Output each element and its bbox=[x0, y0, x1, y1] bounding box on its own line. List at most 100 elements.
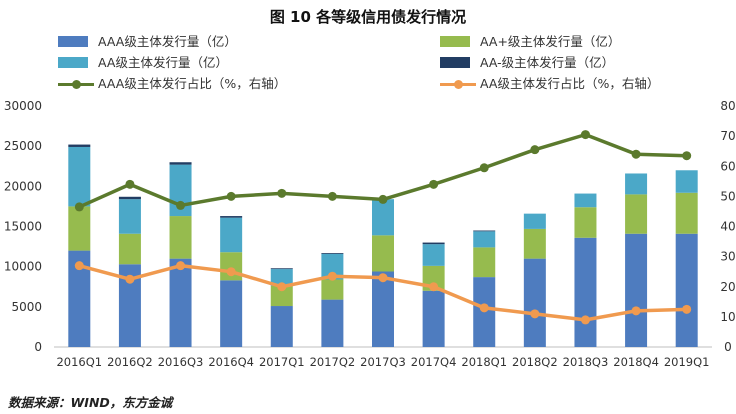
bar-aaa bbox=[372, 271, 394, 347]
y-right-tick-label: 40 bbox=[720, 220, 735, 234]
bar-aa bbox=[321, 253, 344, 280]
aa-ratio-point bbox=[74, 261, 84, 271]
x-tick-label: 2018Q2 bbox=[512, 355, 558, 369]
y-left-tick-label: 5000 bbox=[11, 300, 42, 314]
aa-ratio-point bbox=[378, 273, 388, 283]
aaa-ratio-point bbox=[176, 200, 186, 210]
bar-aa-plus bbox=[574, 207, 597, 238]
bar-aa bbox=[675, 170, 698, 193]
bar-aa bbox=[270, 269, 293, 286]
bar-aaa bbox=[118, 264, 141, 347]
bar-aa-minus bbox=[321, 253, 344, 254]
aaa-ratio-point bbox=[125, 179, 135, 189]
y-right-tick-label: 10 bbox=[720, 310, 735, 324]
aaa-ratio-point bbox=[327, 191, 337, 201]
bar-aaa bbox=[422, 290, 445, 347]
legend-swatch bbox=[58, 57, 88, 68]
bar-aa bbox=[625, 173, 648, 195]
y-left-tick-label: 25000 bbox=[4, 139, 42, 153]
bar-aa-minus bbox=[220, 216, 243, 218]
aaa-ratio-point bbox=[479, 163, 489, 173]
aaa-ratio-point bbox=[226, 191, 236, 201]
y-left-tick-label: 15000 bbox=[4, 220, 42, 234]
bar-aa-plus bbox=[270, 285, 293, 307]
aaa-ratio-point bbox=[580, 130, 590, 140]
bar-aa bbox=[574, 193, 597, 208]
y-left-tick-label: 0 bbox=[34, 340, 42, 354]
bar-aaa bbox=[68, 250, 91, 347]
legend-label: AAA级主体发行量（亿） bbox=[98, 34, 237, 49]
legend-label: AA-级主体发行量（亿） bbox=[480, 55, 615, 70]
bar-aa-plus bbox=[68, 206, 91, 251]
x-tick-label: 2019Q1 bbox=[664, 355, 710, 369]
legend-marker bbox=[72, 80, 81, 89]
y-right-tick-label: 30 bbox=[720, 250, 735, 264]
bar-aa-minus bbox=[270, 268, 293, 270]
bar-aaa bbox=[270, 306, 293, 347]
bar-aa-plus bbox=[523, 228, 546, 259]
bar-aa bbox=[523, 213, 546, 229]
legend-label: AAA级主体发行占比（%，右轴） bbox=[98, 76, 287, 91]
bar-aa-minus bbox=[68, 144, 91, 147]
y-right-tick-label: 20 bbox=[720, 280, 735, 294]
x-tick-label: 2017Q3 bbox=[360, 355, 406, 369]
bar-aa-plus bbox=[625, 194, 648, 234]
bar-aaa bbox=[625, 233, 648, 347]
aaa-ratio-point bbox=[631, 149, 641, 159]
y-right-tick-label: 80 bbox=[720, 99, 735, 113]
legend-marker bbox=[454, 80, 463, 89]
aaa-ratio-point bbox=[277, 188, 287, 198]
bar-aaa bbox=[574, 237, 597, 347]
x-tick-label: 2018Q1 bbox=[461, 355, 507, 369]
aaa-ratio-point bbox=[429, 179, 439, 189]
bar-aaa bbox=[675, 233, 698, 347]
aa-ratio-point bbox=[226, 267, 236, 277]
y-left-tick-label: 20000 bbox=[4, 179, 42, 193]
bar-aaa bbox=[169, 258, 192, 347]
bar-aaa bbox=[523, 258, 546, 347]
chart-title: 图 10 各等级信用债发行情况 bbox=[269, 8, 467, 26]
y-right-tick-label: 60 bbox=[720, 159, 735, 173]
aa-ratio-point bbox=[530, 309, 540, 319]
aa-ratio-point bbox=[429, 282, 439, 292]
aaa-ratio-point bbox=[378, 194, 388, 204]
bar-aa bbox=[372, 199, 394, 236]
bar-aa-plus bbox=[321, 279, 344, 300]
bar-aa bbox=[118, 199, 141, 234]
aa-ratio-point bbox=[327, 271, 337, 281]
bar-aa bbox=[422, 244, 445, 266]
aa-ratio-point bbox=[580, 315, 590, 325]
y-right-tick-label: 50 bbox=[720, 189, 735, 203]
source-note: 数据来源：WIND，东方金诚 bbox=[8, 395, 173, 410]
aa-ratio-point bbox=[176, 261, 186, 271]
y-left-tick-label: 10000 bbox=[4, 260, 42, 274]
aaa-ratio-point bbox=[530, 145, 540, 155]
bar-aa bbox=[220, 217, 243, 253]
bar-aaa bbox=[220, 280, 243, 347]
x-tick-label: 2016Q2 bbox=[107, 355, 153, 369]
y-left-tick-label: 30000 bbox=[4, 99, 42, 113]
x-tick-label: 2016Q1 bbox=[56, 355, 102, 369]
x-tick-label: 2016Q4 bbox=[208, 355, 254, 369]
x-tick-label: 2016Q3 bbox=[158, 355, 204, 369]
aa-ratio-point bbox=[277, 282, 287, 292]
legend-swatch bbox=[440, 57, 470, 68]
legend-label: AA+级主体发行量（亿） bbox=[480, 34, 621, 49]
aa-ratio-point bbox=[479, 303, 489, 313]
chart-legend: AAA级主体发行量（亿） AA+级主体发行量（亿） AA级主体发行量（亿） AA-级主… bbox=[58, 34, 718, 96]
bar-aa-minus bbox=[473, 230, 496, 232]
x-tick-label: 2017Q2 bbox=[310, 355, 356, 369]
aa-ratio-point bbox=[125, 274, 135, 284]
bar-aa-plus bbox=[118, 233, 141, 265]
x-tick-label: 2018Q3 bbox=[563, 355, 609, 369]
x-tick-label: 2017Q1 bbox=[259, 355, 305, 369]
bar-aa-plus bbox=[169, 216, 192, 259]
x-tick-label: 2017Q4 bbox=[411, 355, 457, 369]
bar-aa-plus bbox=[372, 235, 394, 272]
aa-ratio-point bbox=[682, 304, 692, 314]
bar-aa-minus bbox=[422, 242, 445, 245]
bar-aa-plus bbox=[473, 247, 496, 278]
legend-label: AA级主体发行占比（%，右轴） bbox=[480, 76, 660, 91]
aa-ratio-point bbox=[631, 306, 641, 316]
